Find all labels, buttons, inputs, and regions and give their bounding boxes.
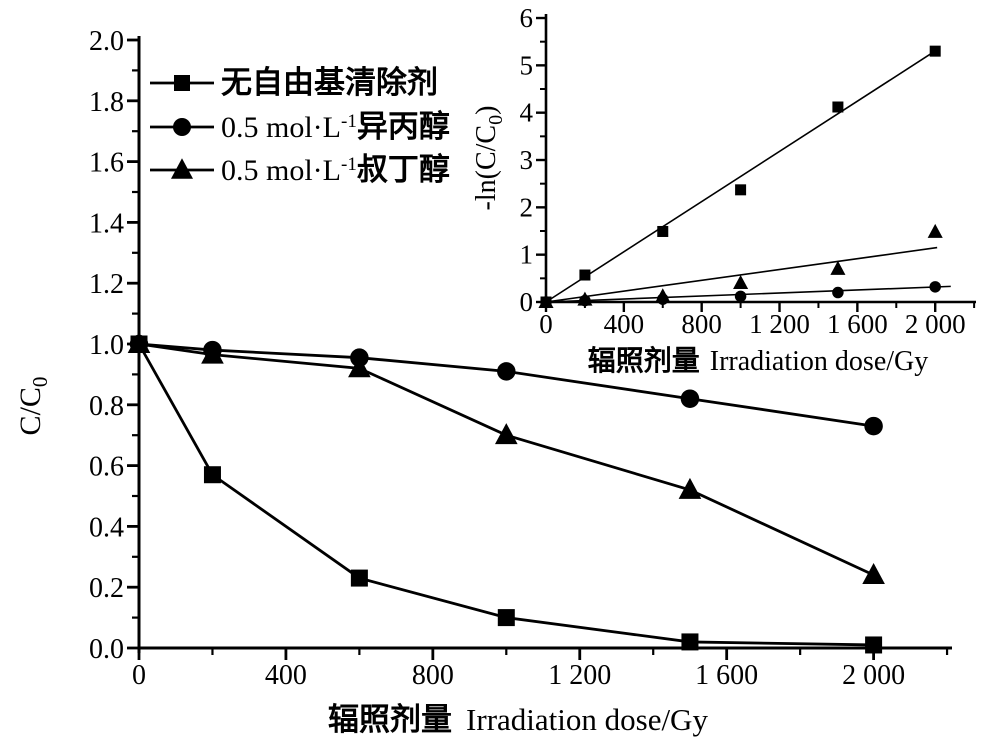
inset-fit-line-2 [545, 246, 938, 303]
inset-x-ticks: 0 400 800 1 200 1 600 2 000 [539, 302, 976, 339]
inset-x-tick-label: 2 000 [905, 309, 966, 339]
main-x-ticks: 0 400 800 1 200 1 600 2 000 [132, 648, 949, 691]
main-legend: 无自由基清除剂 0.5 mol·L-1异丙醇 0.5 mol·L-1叔丁醇 [150, 65, 450, 187]
inset-circle-marker [832, 286, 844, 299]
main-square-marker [203, 466, 221, 484]
main-triangle-marker [494, 423, 518, 445]
inset-y-tick-label: 4 [520, 98, 534, 128]
legend-circle-marker [173, 118, 191, 136]
inset-fit-line-1 [545, 285, 951, 303]
inset-y-tick-label: 1 [520, 240, 534, 270]
inset-triangle-marker [830, 260, 846, 275]
main-y-tick-label: 1.0 [89, 330, 124, 361]
main-triangle-marker [862, 562, 885, 585]
main-y-tick-label: 1.4 [89, 208, 124, 239]
main-circle-marker [680, 389, 700, 408]
inset-x-tick-label: 1 600 [827, 309, 888, 339]
main-x-tick-label: 400 [265, 660, 307, 691]
main-y-tick-label: 0.2 [89, 573, 124, 604]
inset-circle-marker [734, 290, 747, 303]
inset-y-ticks: 0 1 2 3 4 5 6 [520, 3, 546, 317]
main-y-tick-label: 0.4 [89, 512, 124, 543]
main-circle-marker [350, 348, 369, 367]
inset-x-tick-label: 0 [539, 309, 553, 339]
inset-y-tick-label: 0 [520, 287, 534, 317]
inset-circle-marker [540, 296, 552, 308]
main-y-tick-label: 0.8 [89, 391, 124, 422]
main-x-tick-label: 2 000 [842, 660, 905, 691]
main-square-marker [497, 609, 515, 627]
inset-fit-line-0 [545, 49, 938, 303]
legend-item-2: 0.5 mol·L-1叔丁醇 [150, 152, 450, 187]
inset-square-marker [929, 45, 941, 57]
inset-y-tick-label: 2 [520, 192, 534, 222]
inset-axes [544, 14, 976, 306]
main-y-tick-label: 1.6 [89, 148, 124, 179]
main-square-marker [350, 569, 368, 587]
main-series-1 [129, 334, 883, 436]
inset-circle-marker [929, 281, 941, 293]
main-x-tick-label: 0 [132, 660, 146, 691]
inset-x-tick-label: 800 [681, 309, 722, 339]
main-square-marker [865, 636, 883, 654]
inset-plot: 0 400 800 1 200 1 600 2 000 0 1 2 3 4 5 6 辐照剂量 Irradia… [471, 3, 976, 377]
main-y-tick-label: 1.8 [89, 87, 124, 118]
main-x-tick-label: 800 [412, 660, 454, 691]
inset-square-marker [579, 269, 591, 281]
main-x-tick-label: 1 600 [695, 660, 758, 691]
inset-square-marker [657, 225, 669, 237]
legend-triangle-marker [170, 158, 194, 179]
main-y-axis-label: C/C0 [14, 377, 52, 436]
main-series-line-2 [138, 342, 875, 577]
main-square-marker [681, 633, 699, 651]
main-plot: 0 400 800 1 200 1 600 2 0000.00.20.40.60.81.0… [14, 26, 952, 737]
main-x-tick-label: 1 200 [548, 660, 611, 691]
main-circle-marker [497, 362, 516, 381]
main-triangle-marker [678, 477, 702, 499]
inset-x-tick-label: 1 200 [749, 309, 810, 339]
main-series-line-0 [137, 343, 874, 647]
main-circle-marker [864, 416, 883, 436]
inset-circle-marker [579, 294, 591, 307]
legend-square-marker [174, 75, 190, 91]
inset-series-1 [540, 281, 941, 308]
inset-y-tick-label: 5 [520, 50, 534, 80]
legend-label: 无自由基清除剂 [221, 65, 438, 100]
legend-item-1: 0.5 mol·L-1异丙醇 [150, 109, 450, 144]
main-circle-marker [129, 334, 149, 354]
main-y-tick-label: 0.6 [89, 452, 124, 483]
inset-x-axis-label: 辐照剂量 Irradiation dose/Gy [588, 345, 929, 377]
main-series-line-1 [138, 342, 874, 428]
main-y-tick-label: 0.0 [89, 634, 124, 665]
inset-triangle-marker [927, 223, 943, 238]
main-x-axis-label: 辐照剂量 Irradiation dose/Gy [328, 702, 708, 737]
inset-x-tick-label: 400 [604, 309, 645, 339]
inset-triangle-marker [733, 275, 749, 290]
inset-y-axis-label: -ln(C/C0) [471, 106, 507, 211]
main-y-tick-label: 1.2 [89, 269, 124, 300]
main-y-tick-label: 2.0 [89, 26, 124, 57]
legend-item-0: 无自由基清除剂 [150, 65, 438, 100]
inset-square-marker [832, 101, 844, 113]
main-circle-marker [203, 340, 222, 360]
inset-y-tick-label: 6 [520, 3, 534, 33]
inset-square-marker [735, 184, 747, 196]
main-series-0 [130, 335, 883, 654]
legend-label: 0.5 mol·L-1叔丁醇 [221, 152, 450, 187]
inset-circle-marker [657, 293, 669, 305]
inset-y-tick-label: 3 [520, 145, 534, 175]
legend-label: 0.5 mol·L-1异丙醇 [221, 109, 450, 144]
main-y-ticks: 0.0 0.2 0.4 0.6 0.8 1.0 1.2 1.4 1.6 1.8 2.0 [89, 26, 139, 665]
